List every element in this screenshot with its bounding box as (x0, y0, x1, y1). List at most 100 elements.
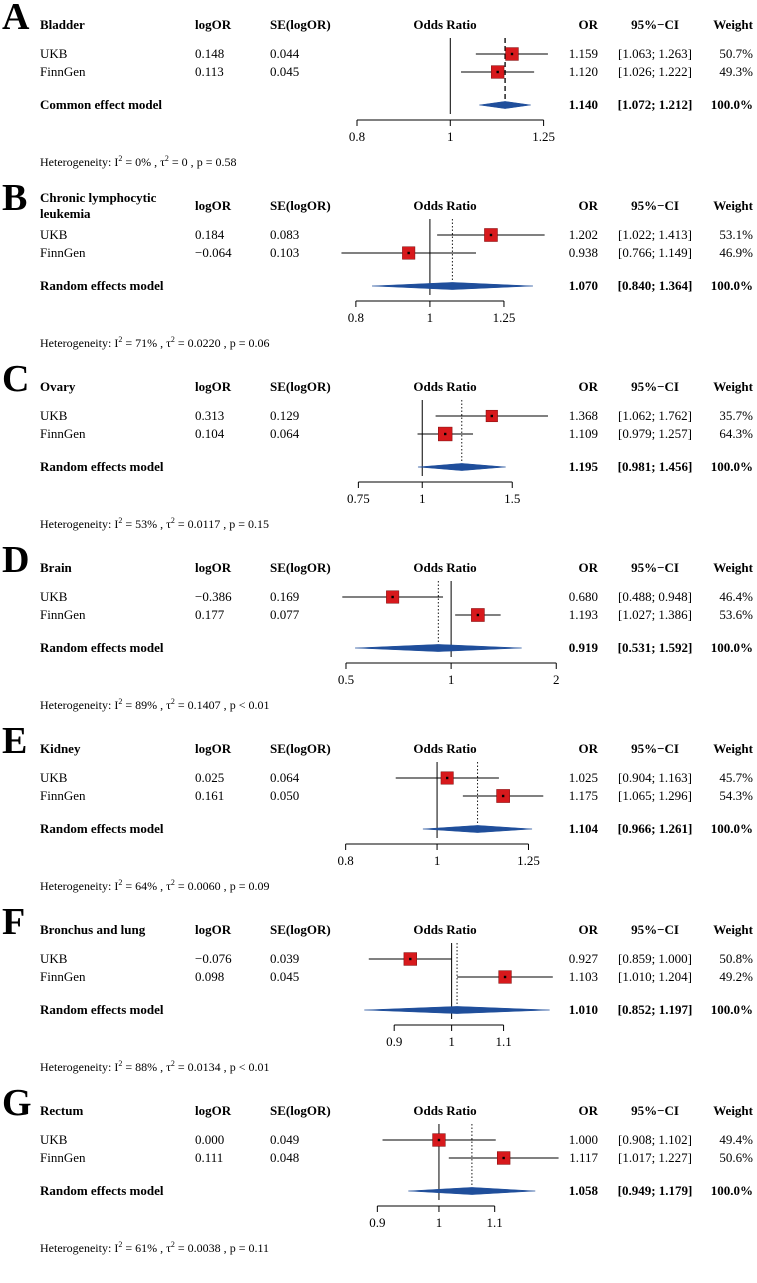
study-logor: −0.064 (195, 245, 232, 260)
study-name: FinnGen (40, 64, 86, 79)
heterogeneity-stats: Heterogeneity: I2 = 64% , τ2 = 0.0060 , … (40, 879, 270, 893)
study-ci: [0.908; 1.102] (617, 1132, 693, 1147)
header-or: OR (578, 922, 599, 937)
study-ci: [1.026; 1.222] (617, 64, 693, 79)
study-weight: 54.3% (719, 788, 753, 803)
study-or: 1.025 (568, 770, 598, 785)
header-logor: logOR (195, 17, 232, 32)
study-or: 1.368 (568, 408, 598, 423)
pooled-weight: 100.0% (710, 459, 753, 474)
forest-panel-d: D Brain logOR SE(logOR) Odds Ratio OR 95%−CI We… (0, 541, 757, 726)
tau-symbol: τ (166, 1241, 171, 1255)
header-weight: Weight (713, 1103, 753, 1118)
model-label: Random effects model (40, 459, 164, 474)
p-value: p < 0.01 (229, 1060, 270, 1074)
study-weight: 45.7% (719, 770, 753, 785)
study-se: 0.048 (270, 1150, 300, 1165)
header-odds-ratio: Odds Ratio (413, 560, 477, 575)
x-tick-label: 1 (447, 672, 455, 687)
header-se: SE(logOR) (270, 1103, 331, 1118)
forest-plot-area (364, 943, 553, 1031)
heterogeneity-label: Heterogeneity: (40, 879, 115, 893)
panel-letter: E (2, 720, 28, 762)
tau-symbol: τ (166, 517, 171, 531)
study-ci: [1.065; 1.296] (617, 788, 693, 803)
heterogeneity-stats: Heterogeneity: I2 = 71% , τ2 = 0.0220 , … (40, 336, 269, 350)
study-point (510, 52, 514, 56)
study-ci: [1.063; 1.263] (617, 46, 693, 61)
header-or: OR (578, 198, 599, 213)
model-label: Random effects model (40, 821, 164, 836)
x-tick-label: 0.9 (386, 1034, 403, 1049)
i2-symbol: I (114, 1060, 119, 1074)
tau2-value: = 0.0060 , (174, 879, 230, 893)
pooled-diamond (355, 644, 522, 652)
x-tick-label: 1.1 (495, 1034, 512, 1049)
x-tick-label: 2 (553, 672, 560, 687)
i2-exp: 2 (118, 1240, 123, 1249)
study-name: UKB (40, 408, 68, 423)
panel-title: Rectum (40, 1103, 84, 1118)
tau2-value: = 0.0134 , (174, 1060, 230, 1074)
p-value: p = 0.11 (229, 1241, 270, 1255)
study-name: FinnGen (40, 607, 86, 622)
study-logor: 0.113 (195, 64, 224, 79)
header-odds-ratio: Odds Ratio (413, 741, 477, 756)
study-ci: [1.027; 1.386] (617, 607, 693, 622)
study-point (437, 1138, 441, 1142)
panel-title: Kidney (40, 741, 81, 756)
study-ci: [1.062; 1.762] (617, 408, 693, 423)
panel-letter: F (2, 901, 26, 943)
study-name: FinnGen (40, 788, 86, 803)
header-weight: Weight (713, 198, 753, 213)
tau-exp: 2 (170, 697, 175, 706)
i2-symbol: I (114, 698, 119, 712)
study-se: 0.129 (270, 408, 300, 423)
x-tick-label: 0.9 (369, 1215, 386, 1230)
study-point (502, 1156, 505, 1160)
model-label: Random effects model (40, 278, 164, 293)
study-weight: 35.7% (719, 408, 753, 423)
study-point (503, 975, 507, 979)
pooled-weight: 100.0% (710, 1183, 753, 1198)
tau-exp: 2 (170, 516, 175, 525)
study-se: 0.064 (270, 770, 300, 785)
pooled-weight: 100.0% (710, 821, 753, 836)
study-point (445, 776, 449, 780)
x-tick-label: 0.8 (348, 129, 366, 144)
tau-symbol: τ (166, 336, 171, 350)
x-tick-label: 0.5 (337, 672, 355, 687)
study-or: 1.120 (568, 64, 598, 79)
tau2-value: = 0.0038 , (174, 1241, 230, 1255)
forest-plot-area (342, 581, 557, 669)
i2-value: = 88% , (122, 1060, 167, 1074)
pooled-diamond (408, 1187, 536, 1195)
header-se: SE(logOR) (270, 922, 331, 937)
study-ci: [0.488; 0.948] (617, 589, 693, 604)
study-or: 1.117 (569, 1150, 598, 1165)
pooled-ci: [0.981; 1.456] (617, 459, 693, 474)
header-ci: 95%−CI (631, 741, 679, 756)
study-weight: 53.1% (719, 227, 753, 242)
tau2-value: = 0 , (168, 155, 197, 169)
x-tick-label: 1.25 (532, 129, 555, 144)
p-value: p = 0.09 (229, 879, 270, 893)
study-weight: 53.6% (719, 607, 753, 622)
study-name: UKB (40, 1132, 68, 1147)
study-logor: 0.000 (195, 1132, 225, 1147)
heterogeneity-stats: Heterogeneity: I2 = 88% , τ2 = 0.0134 , … (40, 1060, 270, 1074)
panel-letter: B (2, 177, 28, 219)
x-tick-label: 1.5 (504, 491, 521, 506)
study-logor: 0.184 (195, 227, 225, 242)
header-weight: Weight (713, 379, 753, 394)
study-se: 0.169 (270, 589, 300, 604)
study-point (476, 613, 480, 617)
i2-symbol: I (114, 1241, 119, 1255)
panel-title-line2: leukemia (40, 206, 91, 221)
study-weight: 49.4% (719, 1132, 753, 1147)
study-ci: [0.979; 1.257] (617, 426, 693, 441)
study-or: 0.938 (568, 245, 598, 260)
header-odds-ratio: Odds Ratio (413, 379, 477, 394)
study-logor: 0.025 (195, 770, 225, 785)
pooled-or: 1.010 (568, 1002, 598, 1017)
